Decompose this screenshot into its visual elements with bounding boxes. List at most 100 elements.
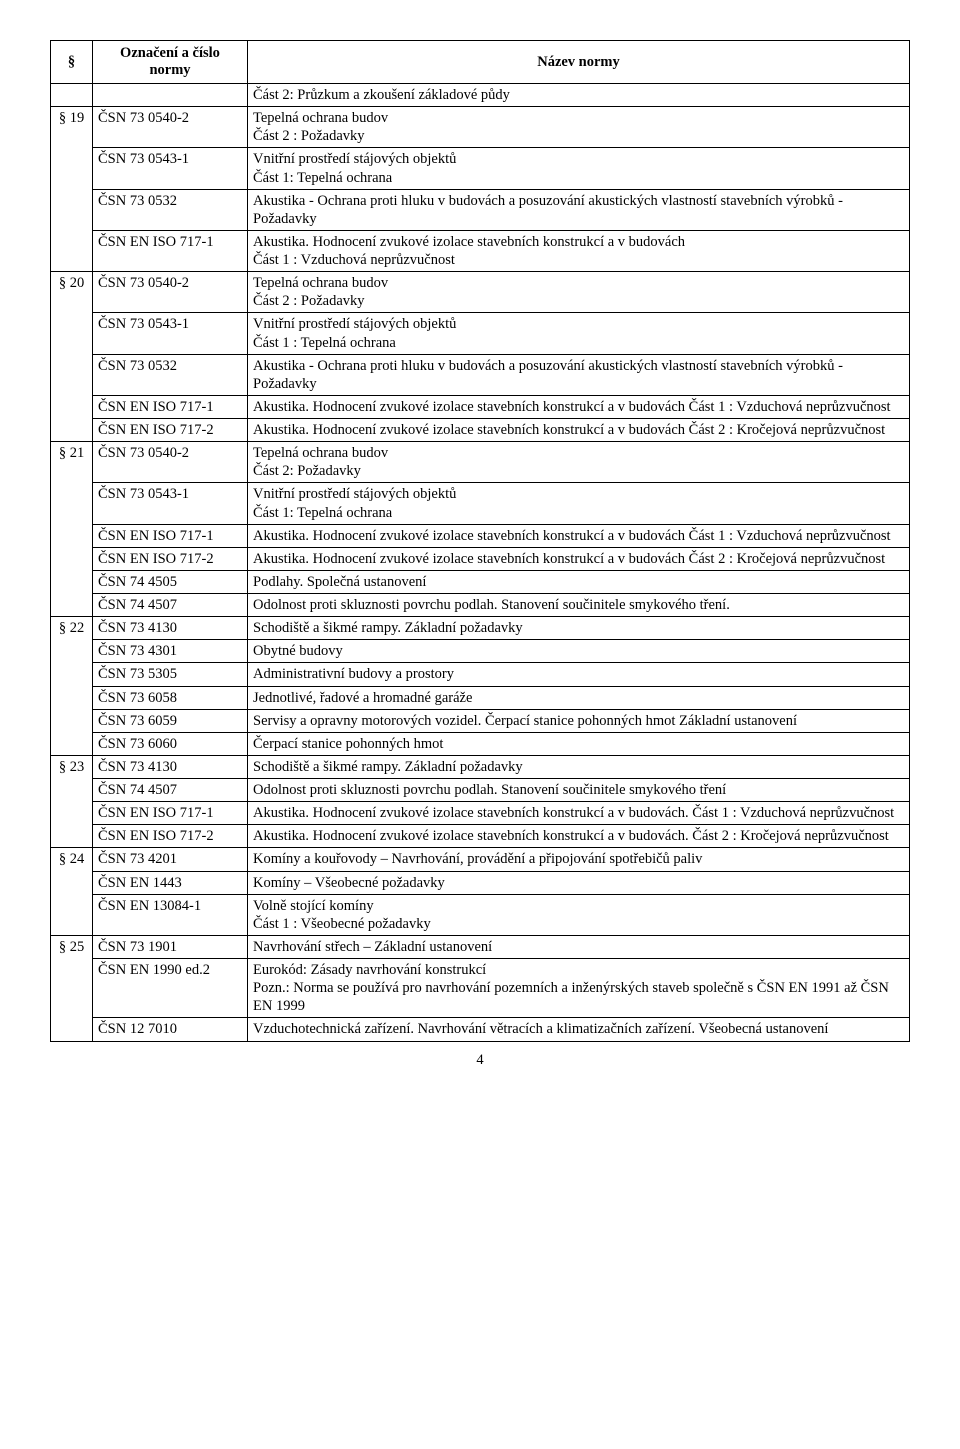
table-cell: Vnitřní prostředí stájových objektůČást … [248,148,910,189]
table-cell: Volně stojící komínyČást 1 : Všeobecné p… [248,894,910,935]
table-cell: ČSN 73 6060 [93,732,248,755]
table-row: § 23ČSN 73 4130Schodiště a šikmé rampy. … [51,755,910,778]
table-cell [93,84,248,107]
table-cell: ČSN 73 0543-1 [93,313,248,354]
table-cell: ČSN EN ISO 717-2 [93,825,248,848]
table-row: ČSN EN 1443Komíny – Všeobecné požadavky [51,871,910,894]
table-cell: Servisy a opravny motorových vozidel. Če… [248,709,910,732]
table-cell: Tepelná ochrana budovČást 2 : Požadavky [248,107,910,148]
header-sec: § [51,41,93,84]
table-cell: Vnitřní prostředí stájových objektůČást … [248,483,910,524]
table-row: ČSN EN ISO 717-1Akustika. Hodnocení zvuk… [51,230,910,271]
table-cell: ČSN 73 4301 [93,640,248,663]
table-cell: Akustika - Ochrana proti hluku v budovác… [248,354,910,395]
table-cell: ČSN 12 7010 [93,1018,248,1041]
table-cell: Vnitřní prostředí stájových objektůČást … [248,313,910,354]
table-row: ČSN 73 6059Servisy a opravny motorových … [51,709,910,732]
table-row: § 20ČSN 73 0540-2Tepelná ochrana budovČá… [51,272,910,313]
table-row: § 24ČSN 73 4201Komíny a kouřovody – Navr… [51,848,910,871]
table-cell: ČSN 73 4130 [93,617,248,640]
table-cell: Jednotlivé, řadové a hromadné garáže [248,686,910,709]
table-cell: Tepelná ochrana budovČást 2 : Požadavky [248,272,910,313]
table-cell: § 24 [51,848,93,936]
table-cell: Akustika. Hodnocení zvukové izolace stav… [248,802,910,825]
table-cell: ČSN 74 4507 [93,779,248,802]
table-cell: § 20 [51,272,93,442]
table-cell: ČSN 73 6058 [93,686,248,709]
table-row: ČSN EN ISO 717-1Akustika. Hodnocení zvuk… [51,524,910,547]
table-cell: Podlahy. Společná ustanovení [248,570,910,593]
table-cell: Tepelná ochrana budovČást 2: Požadavky [248,442,910,483]
table-cell: ČSN EN 1443 [93,871,248,894]
table-cell: ČSN 73 0543-1 [93,483,248,524]
table-row: ČSN 73 0543-1Vnitřní prostředí stájových… [51,148,910,189]
table-cell: Administrativní budovy a prostory [248,663,910,686]
table-cell: ČSN 74 4505 [93,570,248,593]
table-row: ČSN 73 0543-1Vnitřní prostředí stájových… [51,483,910,524]
table-cell: Odolnost proti skluznosti povrchu podlah… [248,779,910,802]
table-cell: Schodiště a šikmé rampy. Základní požada… [248,617,910,640]
table-cell: ČSN 73 0540-2 [93,272,248,313]
table-row: ČSN 73 4301Obytné budovy [51,640,910,663]
table-cell: Akustika. Hodnocení zvukové izolace stav… [248,419,910,442]
table-cell: Eurokód: Zásady navrhování konstrukcíPoz… [248,959,910,1018]
table-cell: Akustika. Hodnocení zvukové izolace stav… [248,524,910,547]
table-cell: § 25 [51,935,93,1041]
header-name: Název normy [248,41,910,84]
table-cell: ČSN 73 0540-2 [93,442,248,483]
table-row: ČSN 73 5305Administrativní budovy a pros… [51,663,910,686]
table-row: ČSN EN ISO 717-2Akustika. Hodnocení zvuk… [51,419,910,442]
table-cell: ČSN EN ISO 717-1 [93,524,248,547]
table-cell: ČSN 73 0543-1 [93,148,248,189]
table-cell: Vzduchotechnická zařízení. Navrhování vě… [248,1018,910,1041]
table-cell: Akustika. Hodnocení zvukové izolace stav… [248,547,910,570]
table-row: § 25ČSN 73 1901Navrhování střech – Zákla… [51,935,910,958]
table-cell: ČSN EN ISO 717-1 [93,802,248,825]
table-row: ČSN EN ISO 717-1Akustika. Hodnocení zvuk… [51,802,910,825]
table-cell: Odolnost proti skluznosti povrchu podlah… [248,594,910,617]
table-row: ČSN 73 6058Jednotlivé, řadové a hromadné… [51,686,910,709]
table-cell: ČSN EN ISO 717-2 [93,547,248,570]
header-norm: Označení a číslo normy [93,41,248,84]
norms-table: § Označení a číslo normy Název normy Čás… [50,40,910,1042]
table-cell: Obytné budovy [248,640,910,663]
table-cell: ČSN EN ISO 717-1 [93,395,248,418]
table-cell: ČSN 73 0532 [93,354,248,395]
table-cell: ČSN 74 4507 [93,594,248,617]
table-row: ČSN 74 4505Podlahy. Společná ustanovení [51,570,910,593]
table-cell: § 23 [51,755,93,848]
table-cell: Komíny – Všeobecné požadavky [248,871,910,894]
table-row: ČSN EN ISO 717-2Akustika. Hodnocení zvuk… [51,547,910,570]
table-cell: § 19 [51,107,93,272]
table-row: ČSN 74 4507Odolnost proti skluznosti pov… [51,779,910,802]
table-cell: Akustika. Hodnocení zvukové izolace stav… [248,230,910,271]
table-row: ČSN 73 0543-1Vnitřní prostředí stájových… [51,313,910,354]
table-row: ČSN EN 13084-1Volně stojící komínyČást 1… [51,894,910,935]
table-cell: § 22 [51,617,93,756]
table-cell [51,84,93,107]
table-row: § 19ČSN 73 0540-2Tepelná ochrana budovČá… [51,107,910,148]
table-cell: Schodiště a šikmé rampy. Základní požada… [248,755,910,778]
table-cell: ČSN 73 4201 [93,848,248,871]
table-cell: ČSN 73 0540-2 [93,107,248,148]
table-row: § 21ČSN 73 0540-2Tepelná ochrana budovČá… [51,442,910,483]
table-cell: Akustika - Ochrana proti hluku v budovác… [248,189,910,230]
table-cell: Akustika. Hodnocení zvukové izolace stav… [248,395,910,418]
page-number: 4 [50,1052,910,1069]
table-cell: Navrhování střech – Základní ustanovení [248,935,910,958]
table-row: § 22ČSN 73 4130Schodiště a šikmé rampy. … [51,617,910,640]
table-cell: ČSN EN 1990 ed.2 [93,959,248,1018]
table-cell: ČSN 73 4130 [93,755,248,778]
table-cell: ČSN EN ISO 717-1 [93,230,248,271]
table-row: ČSN EN 1990 ed.2Eurokód: Zásady navrhová… [51,959,910,1018]
table-cell: Čerpací stanice pohonných hmot [248,732,910,755]
header-row: § Označení a číslo normy Název normy [51,41,910,84]
table-row: ČSN 73 6060Čerpací stanice pohonných hmo… [51,732,910,755]
table-row: ČSN EN ISO 717-1Akustika. Hodnocení zvuk… [51,395,910,418]
table-cell: Akustika. Hodnocení zvukové izolace stav… [248,825,910,848]
table-cell: ČSN 73 5305 [93,663,248,686]
table-cell: ČSN EN ISO 717-2 [93,419,248,442]
table-row: ČSN 12 7010Vzduchotechnická zařízení. Na… [51,1018,910,1041]
table-cell: § 21 [51,442,93,617]
table-cell: ČSN 73 0532 [93,189,248,230]
